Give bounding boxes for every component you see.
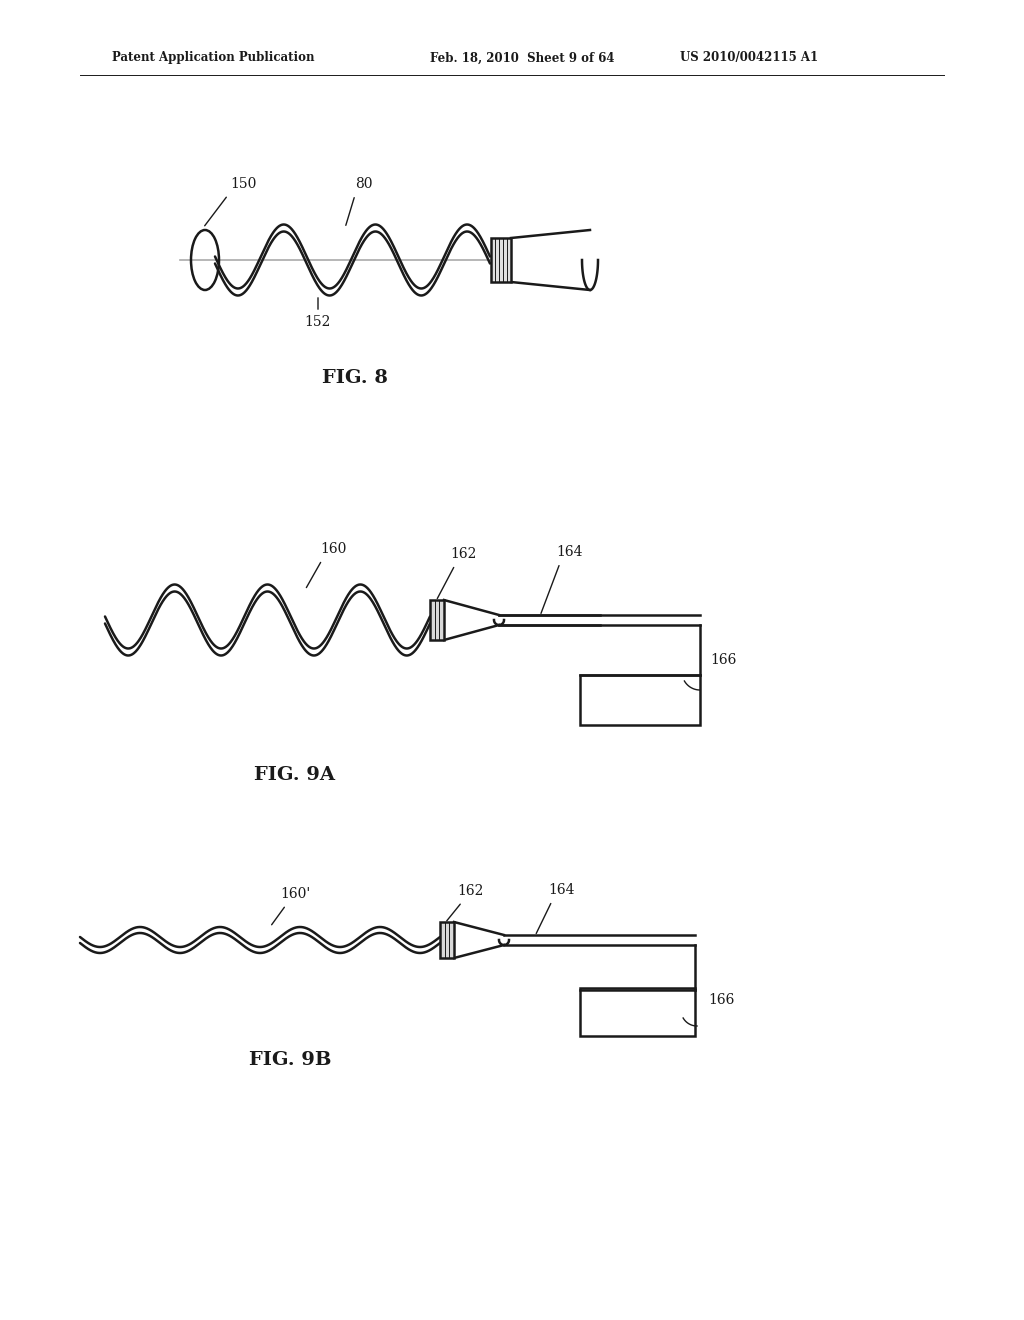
Text: 162: 162 [450, 546, 476, 561]
Text: Patent Application Publication: Patent Application Publication [112, 51, 314, 65]
Text: 162: 162 [457, 884, 483, 898]
Text: 80: 80 [355, 177, 373, 191]
Bar [430, 601, 444, 640]
Bar [580, 675, 700, 725]
Text: 152: 152 [305, 315, 331, 329]
Text: 160: 160 [319, 543, 346, 556]
Text: US 2010/0042115 A1: US 2010/0042115 A1 [680, 51, 818, 65]
Text: FIG. 8: FIG. 8 [323, 370, 388, 387]
Bar [490, 238, 511, 282]
Text: 150: 150 [230, 177, 256, 191]
Text: 164: 164 [548, 883, 574, 898]
Text: FIG. 9A: FIG. 9A [255, 766, 336, 784]
Bar [580, 987, 695, 1036]
Text: 160': 160' [280, 887, 310, 902]
Text: 164: 164 [556, 545, 583, 558]
Text: Feb. 18, 2010  Sheet 9 of 64: Feb. 18, 2010 Sheet 9 of 64 [430, 51, 614, 65]
Bar [440, 921, 454, 958]
Text: 166: 166 [710, 653, 736, 667]
Text: FIG. 9B: FIG. 9B [249, 1051, 331, 1069]
Text: 166: 166 [708, 993, 734, 1007]
